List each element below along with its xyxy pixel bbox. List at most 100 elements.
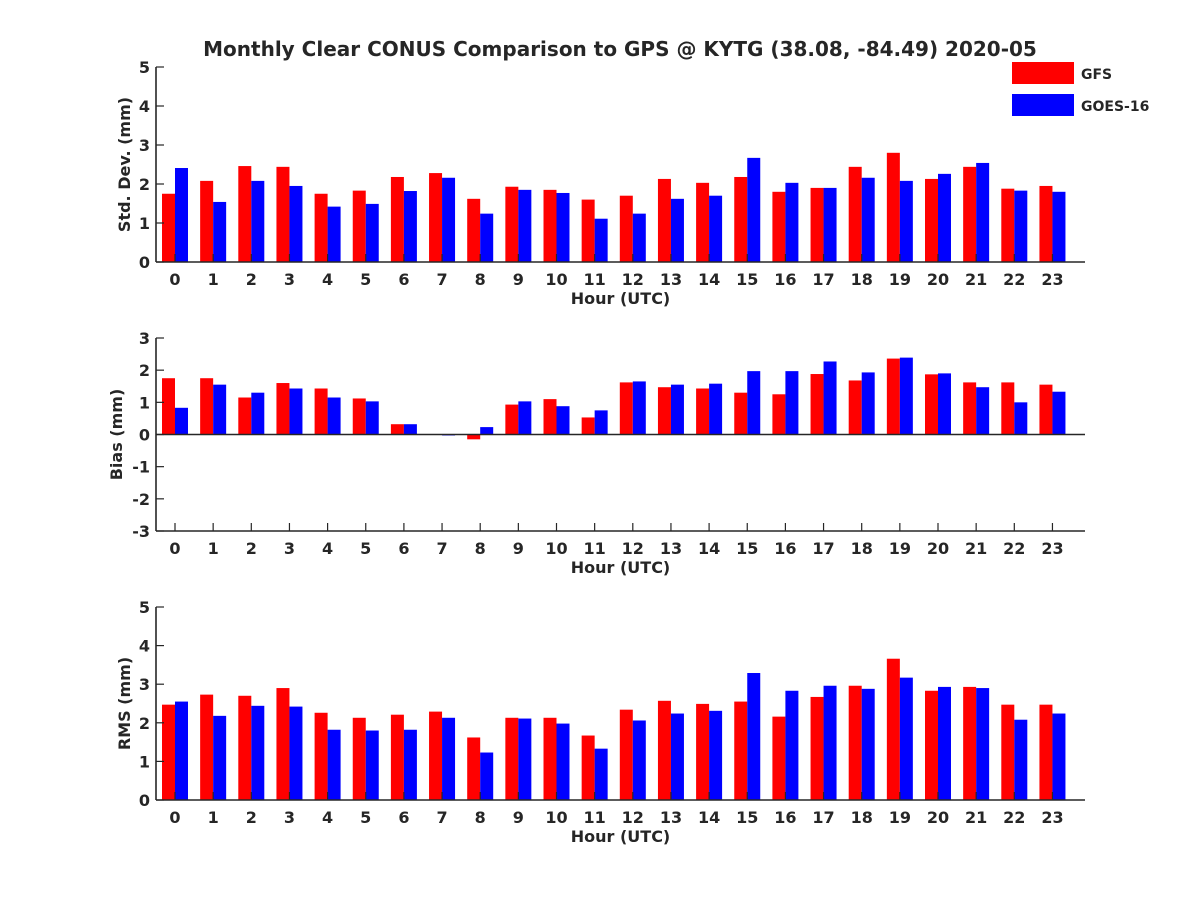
std-dev-x-tick-label: 1 xyxy=(208,270,219,289)
rms-bar-goes16-hour-10 xyxy=(556,723,570,800)
bias-x-tick-label: 1 xyxy=(208,539,219,558)
bias-x-tick-label: 8 xyxy=(475,539,486,558)
std-dev-x-tick-label: 23 xyxy=(1041,270,1063,289)
rms-bar-gfs-hour-1 xyxy=(200,694,214,800)
bias-bar-goes16-hour-9 xyxy=(518,401,532,435)
rms-bar-goes16-hour-1 xyxy=(213,715,227,800)
rms-bar-gfs-hour-11 xyxy=(581,735,595,800)
std-dev-bar-goes16-hour-5 xyxy=(365,203,379,262)
bias-bar-goes16-hour-14 xyxy=(709,383,723,435)
bias-x-tick-label: 16 xyxy=(774,539,796,558)
std-dev-bar-goes16-hour-7 xyxy=(442,177,456,262)
rms-bar-goes16-hour-12 xyxy=(632,720,646,800)
rms-bar-goes16-hour-8 xyxy=(480,752,494,800)
rms-bar-gfs-hour-5 xyxy=(352,717,366,800)
std-dev-bar-gfs-hour-23 xyxy=(1039,185,1053,262)
rms-bar-goes16-hour-0 xyxy=(175,701,188,800)
rms-x-tick-label: 4 xyxy=(322,808,333,827)
bias-bar-goes16-hour-6 xyxy=(403,424,417,435)
bias-x-tick-label: 17 xyxy=(812,539,834,558)
rms-x-axis-label: Hour (UTC) xyxy=(571,827,671,846)
std-dev-bar-goes16-hour-15 xyxy=(747,157,761,262)
std-dev-bar-goes16-hour-8 xyxy=(480,213,494,262)
rms-bar-gfs-hour-18 xyxy=(848,685,862,800)
std-dev-bar-goes16-hour-20 xyxy=(938,173,951,262)
bias-bar-gfs-hour-18 xyxy=(848,380,862,435)
rms-bar-goes16-hour-9 xyxy=(518,718,532,800)
std-dev-x-tick-label: 19 xyxy=(889,270,911,289)
rms-bar-gfs-hour-9 xyxy=(505,717,519,800)
rms-bar-goes16-hour-19 xyxy=(899,677,913,800)
std-dev-bar-gfs-hour-0 xyxy=(162,193,175,262)
bias-x-tick-label: 4 xyxy=(322,539,333,558)
bias-bar-goes16-hour-17 xyxy=(823,361,837,435)
std-dev-bar-goes16-hour-9 xyxy=(518,189,532,262)
rms-bar-gfs-hour-6 xyxy=(390,714,404,800)
rms-y-tick-label: 4 xyxy=(139,637,150,656)
bias-y-tick-label: 3 xyxy=(139,329,150,348)
std-dev-y-axis-label: Std. Dev. (mm) xyxy=(115,97,134,232)
rms-x-tick-label: 22 xyxy=(1003,808,1025,827)
rms-bar-gfs-hour-21 xyxy=(963,686,977,800)
std-dev-bar-goes16-hour-11 xyxy=(594,218,608,262)
rms-x-tick-label: 2 xyxy=(246,808,257,827)
std-dev-x-tick-label: 20 xyxy=(927,270,949,289)
std-dev-bar-goes16-hour-10 xyxy=(556,192,570,262)
rms-x-tick-label: 5 xyxy=(360,808,371,827)
std-dev-y-tick-label: 4 xyxy=(139,97,150,116)
std-dev-x-tick-label: 11 xyxy=(584,270,606,289)
bias-y-tick-label: 1 xyxy=(139,393,150,412)
bias-bar-gfs-hour-13 xyxy=(657,387,671,435)
std-dev-x-axis-label: Hour (UTC) xyxy=(571,289,671,308)
rms-x-tick-label: 1 xyxy=(208,808,219,827)
bias-x-tick-label: 9 xyxy=(513,539,524,558)
std-dev-bar-gfs-hour-17 xyxy=(810,187,824,262)
bias-bar-goes16-hour-4 xyxy=(327,397,341,435)
std-dev-bar-goes16-hour-21 xyxy=(976,162,990,262)
std-dev-x-tick-label: 3 xyxy=(284,270,295,289)
rms-x-tick-label: 23 xyxy=(1041,808,1063,827)
bias-x-tick-label: 12 xyxy=(622,539,644,558)
std-dev-bar-gfs-hour-4 xyxy=(314,193,328,262)
rms-x-tick-label: 16 xyxy=(774,808,796,827)
rms-y-axis-label: RMS (mm) xyxy=(115,657,134,750)
std-dev-x-tick-label: 7 xyxy=(436,270,447,289)
std-dev-x-tick-label: 4 xyxy=(322,270,333,289)
bias-bar-goes16-hour-10 xyxy=(556,406,570,435)
rms-bar-gfs-hour-13 xyxy=(657,700,671,800)
bias-x-tick-label: 7 xyxy=(436,539,447,558)
std-dev-bar-gfs-hour-18 xyxy=(848,166,862,262)
std-dev-bar-gfs-hour-11 xyxy=(581,199,595,262)
bias-x-tick-label: 10 xyxy=(545,539,567,558)
std-dev-bar-goes16-hour-18 xyxy=(861,177,875,262)
std-dev-bar-gfs-hour-10 xyxy=(543,189,557,262)
std-dev-bar-gfs-hour-5 xyxy=(352,190,366,262)
legend: GFS GOES-16 xyxy=(1012,62,1149,116)
std-dev-bar-goes16-hour-2 xyxy=(251,180,265,262)
bias-bar-gfs-hour-8 xyxy=(467,434,481,440)
bias-x-tick-label: 14 xyxy=(698,539,720,558)
std-dev-bar-goes16-hour-4 xyxy=(327,206,341,262)
bias-bar-goes16-hour-16 xyxy=(785,371,799,435)
rms-bar-goes16-hour-21 xyxy=(976,688,990,800)
rms-x-tick-label: 7 xyxy=(436,808,447,827)
std-dev-x-tick-label: 10 xyxy=(545,270,567,289)
rms-x-tick-label: 10 xyxy=(545,808,567,827)
chart-title: Monthly Clear CONUS Comparison to GPS @ … xyxy=(203,37,1037,61)
std-dev-bar-goes16-hour-19 xyxy=(899,180,913,262)
rms-bar-goes16-hour-15 xyxy=(747,673,761,800)
std-dev-x-tick-label: 14 xyxy=(698,270,720,289)
std-dev-bar-gfs-hour-16 xyxy=(772,191,786,262)
legend-swatch-gfs xyxy=(1012,62,1074,84)
std-dev-bar-gfs-hour-8 xyxy=(467,198,481,262)
bias-bar-gfs-hour-16 xyxy=(772,394,786,435)
rms-bar-gfs-hour-10 xyxy=(543,717,557,800)
std-dev-y-tick-label: 3 xyxy=(139,136,150,155)
rms-y-tick-label: 5 xyxy=(139,598,150,617)
rms-bar-gfs-hour-17 xyxy=(810,696,824,800)
std-dev-bar-gfs-hour-12 xyxy=(619,195,633,262)
bias-bar-gfs-hour-20 xyxy=(925,374,938,435)
bias-x-tick-label: 6 xyxy=(398,539,409,558)
rms-bar-gfs-hour-12 xyxy=(619,709,633,800)
